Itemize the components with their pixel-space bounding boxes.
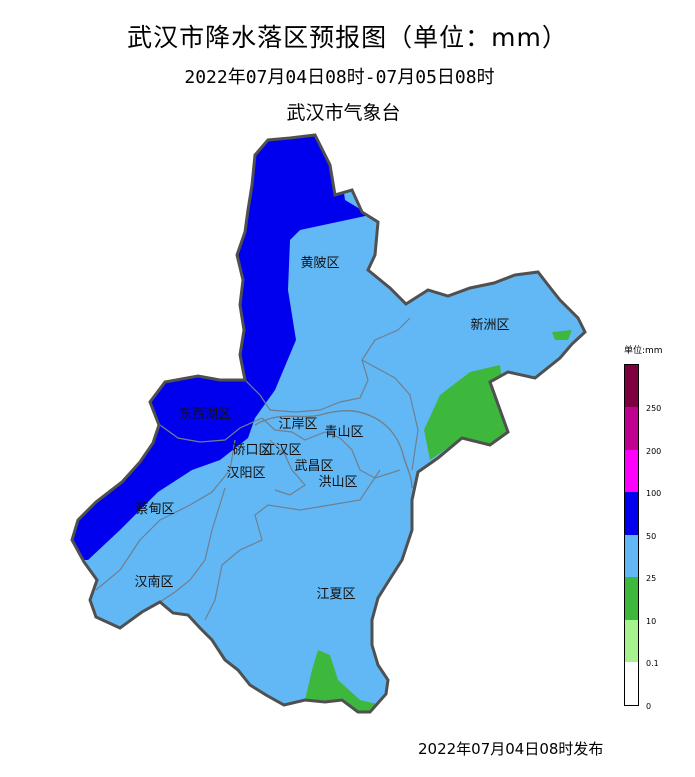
district-boundaries (95, 317, 419, 621)
label-huangpi: 黄陂区 (300, 255, 339, 271)
label-qingshan: 青山区 (324, 425, 363, 440)
legend-tick-25: 25 (646, 574, 657, 583)
label-jiangan: 江岸区 (278, 417, 317, 432)
yangtze-river (254, 410, 413, 489)
boundary-line (159, 417, 263, 443)
legend-tick-100: 100 (646, 489, 662, 498)
forecast-period: 2022年07月04日08时-07月05日08时 (184, 67, 495, 88)
legend-tick-250: 250 (646, 404, 662, 413)
label-jiangxia: 江夏区 (316, 587, 355, 602)
legend-color-bar (624, 364, 639, 706)
boundary-line (204, 469, 381, 621)
label-jianghan: 江汉区 (262, 443, 301, 458)
label-qiaokou: 硚口区 (232, 443, 271, 458)
legend-tick-0.1: 0.1 (646, 659, 659, 668)
legend-tick-200: 200 (646, 447, 662, 456)
label-caidian: 蔡甸区 (135, 502, 174, 517)
legend-swatch-0-0.1 (625, 662, 638, 705)
label-dongxihu: 东西湖区 (179, 407, 231, 422)
label-hannan: 汉南区 (134, 574, 173, 590)
legend-swatch-25-50 (625, 535, 638, 577)
legend-swatch-10-25 (625, 577, 638, 620)
label-wuchang: 武昌区 (294, 459, 333, 474)
legend-swatch-250-plus (625, 365, 638, 407)
label-xinzhou: 新洲区 (470, 317, 509, 333)
legend-tick-50: 50 (646, 532, 657, 541)
boundary-line (244, 317, 411, 413)
legend-tick-0: 0 (646, 702, 652, 711)
legend-swatch-100-200 (625, 450, 638, 492)
boundary-line (261, 417, 401, 479)
label-hongshan: 洪山区 (318, 475, 357, 490)
legend-swatch-0.1-10 (625, 620, 638, 662)
label-hanyang: 汉阳区 (226, 466, 265, 481)
map-title: 武汉市降水落区预报图（单位：mm） (127, 23, 568, 52)
legend-tick-10: 10 (646, 617, 657, 626)
rain-zone-10-25-east (424, 365, 508, 460)
boundary-line (95, 439, 236, 591)
legend-swatch-200-250 (625, 407, 638, 450)
boundary-line (159, 487, 226, 603)
legend-swatch-50-100 (625, 492, 638, 535)
issuing-agency: 武汉市气象台 (286, 102, 401, 124)
rain-zone-10-25-northeast (552, 330, 572, 340)
boundary-line (269, 439, 306, 496)
issued-time: 2022年07月04日08时发布 (418, 740, 604, 758)
boundary-line (361, 359, 419, 471)
legend-title: 单位:mm (624, 346, 663, 356)
